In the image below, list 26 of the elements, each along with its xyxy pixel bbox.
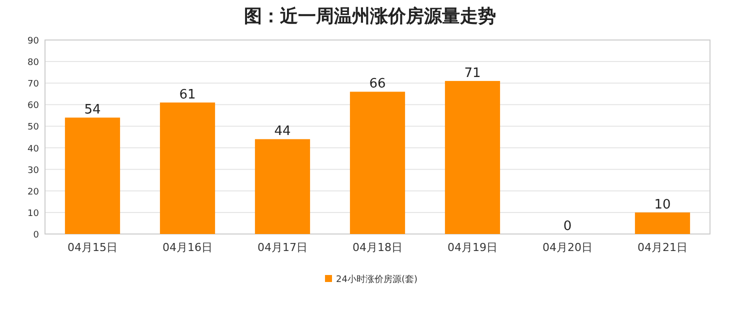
data-label: 44 <box>274 124 291 140</box>
y-tick-label: 60 <box>28 101 40 112</box>
legend-label: 24小时涨价房源(套) <box>336 274 418 285</box>
y-tick-label: 10 <box>28 208 40 219</box>
data-label: 66 <box>369 76 386 92</box>
y-tick-label: 70 <box>28 80 40 90</box>
y-tick-label: 90 <box>28 36 40 46</box>
x-tick-label: 04月18日 <box>352 241 402 254</box>
x-tick-label: 04月19日 <box>448 241 498 254</box>
x-tick-label: 04月15日 <box>68 241 118 254</box>
x-tick-label: 04月17日 <box>258 241 308 254</box>
title: 图：近一周温州涨价房源量走势 <box>244 6 496 27</box>
x-tick-label: 04月21日 <box>638 241 688 254</box>
data-label: 10 <box>654 197 671 212</box>
y-tick-label: 50 <box>28 122 40 133</box>
data-label: 54 <box>84 102 101 118</box>
y-tick-label: 30 <box>28 166 40 176</box>
x-tick-label: 04月20日 <box>542 241 592 254</box>
data-label: 0 <box>563 219 572 234</box>
data-label: 71 <box>464 66 481 81</box>
y-tick-label: 80 <box>28 58 40 68</box>
x-tick-label: 04月16日 <box>162 241 212 254</box>
y-tick-label: 0 <box>33 230 40 240</box>
y-tick-label: 40 <box>28 144 40 154</box>
data-label: 61 <box>179 88 196 103</box>
y-tick-label: 20 <box>28 187 40 198</box>
